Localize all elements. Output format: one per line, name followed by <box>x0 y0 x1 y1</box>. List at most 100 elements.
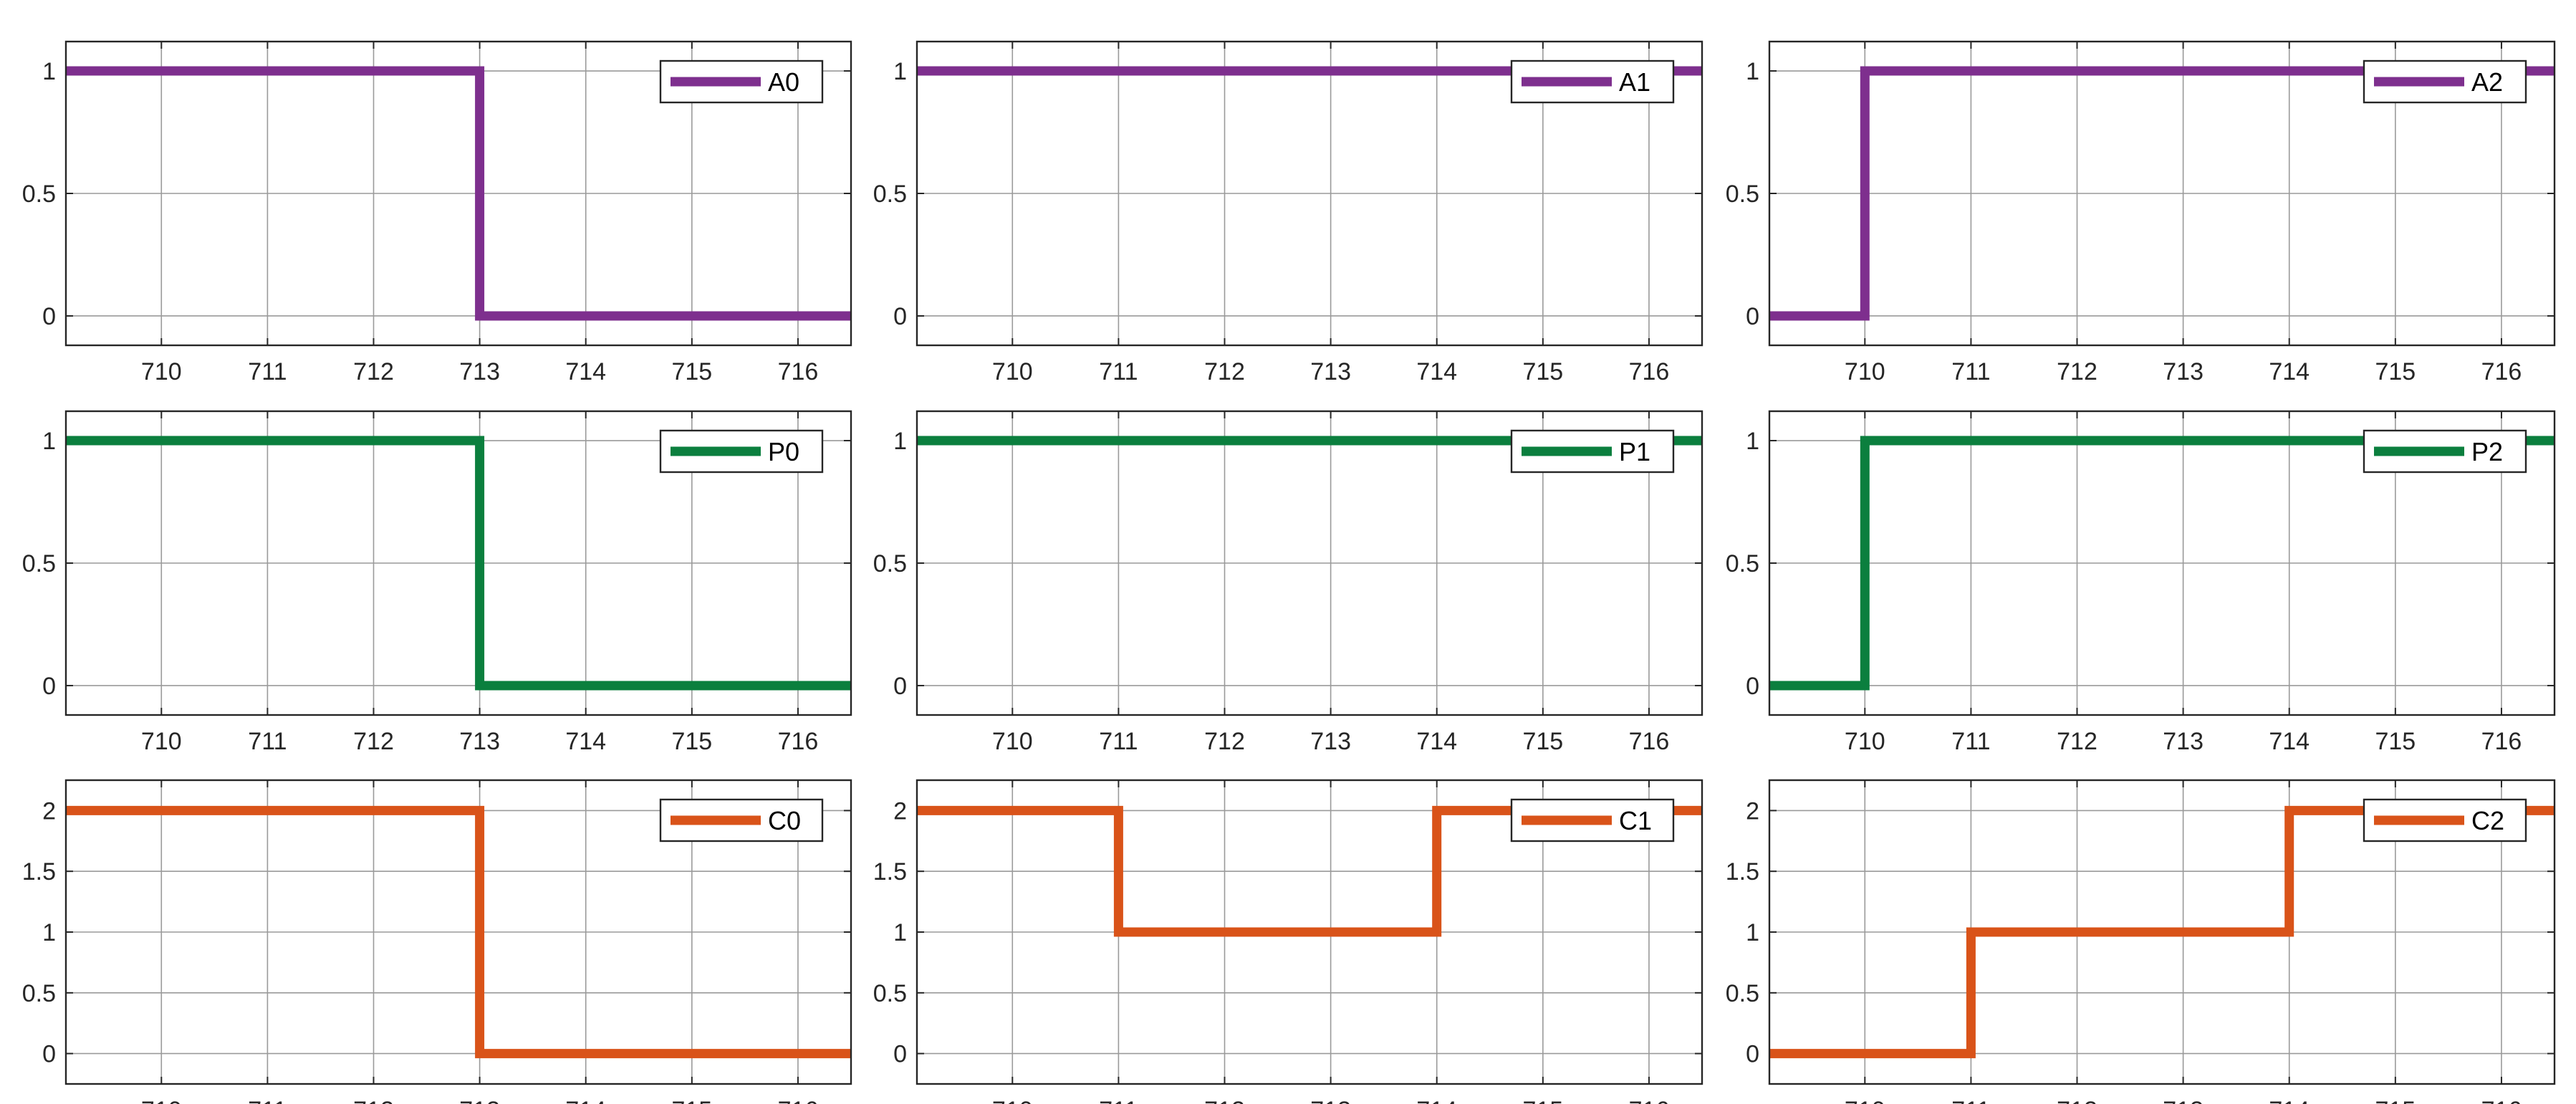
chart-panel-A0: 710 711 712 713 714 715 716 0 0.5 1 A0 <box>22 40 852 385</box>
y-tick-label: 1 <box>1746 428 1759 455</box>
x-tick-label: 712 <box>353 358 394 385</box>
x-tick-label: 714 <box>2269 1097 2310 1104</box>
x-tick-label: 714 <box>565 728 606 755</box>
legend-label: P2 <box>2471 437 2503 466</box>
x-tick-label: 711 <box>1951 358 1990 385</box>
chart-panel-P2: 710 711 712 713 714 715 716 0 0.5 1 P2 <box>1726 410 2556 755</box>
x-tick-label: 715 <box>671 728 712 755</box>
legend-label: C2 <box>2471 806 2504 835</box>
y-tick-label: 1 <box>42 58 56 85</box>
legend: A0 <box>659 59 824 104</box>
legend-label: P0 <box>768 437 799 466</box>
chart-panel-C1: 710 711 712 713 714 715 716 0 0.5 1 1.5 2 C1 <box>873 779 1703 1104</box>
chart-panel-P0: 710 711 712 713 714 715 716 0 0.5 1 P0 <box>22 410 852 755</box>
axes-frame <box>1768 40 2556 347</box>
series-line-A2 <box>1769 66 2555 321</box>
y-tick-label: 2 <box>42 797 56 825</box>
x-tick-label: 711 <box>1099 358 1138 385</box>
x-tick-label: 712 <box>1204 1097 1245 1104</box>
x-tick-label: 713 <box>2163 1097 2203 1104</box>
y-tick-label: 1.5 <box>1726 858 1759 885</box>
legend-label: C0 <box>768 806 801 835</box>
axes-frame <box>1768 410 2556 716</box>
y-tick-label: 1 <box>893 58 907 85</box>
chart-panel-C0: 710 711 712 713 714 715 716 0 0.5 1 1.5 2 C0 <box>22 779 852 1104</box>
axes-frame <box>915 410 1703 716</box>
x-tick-label: 715 <box>2375 728 2416 755</box>
x-tick-label: 715 <box>671 358 712 385</box>
y-tick-label: 0.5 <box>1726 550 1759 577</box>
y-tick-label: 0 <box>1746 673 1759 700</box>
y-tick-label: 1 <box>42 428 56 455</box>
legend-label: A2 <box>2471 67 2503 97</box>
axes-frame <box>64 410 852 716</box>
x-tick-label: 711 <box>248 1097 287 1104</box>
x-tick-label: 716 <box>1629 358 1670 385</box>
y-tick-label: 0 <box>1746 1041 1759 1068</box>
axes-frame <box>915 779 1703 1085</box>
y-tick-label: 2 <box>893 797 907 825</box>
legend: A1 <box>1510 59 1675 104</box>
x-tick-label: 714 <box>565 358 606 385</box>
x-tick-label: 716 <box>778 728 819 755</box>
y-tick-label: 2 <box>1746 797 1759 825</box>
y-tick-label: 0.5 <box>873 980 907 1007</box>
x-tick-label: 710 <box>992 1097 1033 1104</box>
y-tick-label: 0 <box>42 303 56 330</box>
x-tick-label: 716 <box>778 1097 819 1104</box>
series-line-P2 <box>1769 436 2555 691</box>
y-tick-label: 0 <box>42 1041 56 1068</box>
x-tick-label: 716 <box>1629 728 1670 755</box>
x-tick-label: 713 <box>1310 728 1351 755</box>
x-tick-label: 712 <box>2057 1097 2097 1104</box>
y-tick-label: 0 <box>893 673 907 700</box>
legend: C0 <box>659 798 824 843</box>
x-tick-label: 714 <box>1416 1097 1457 1104</box>
legend: C1 <box>1510 798 1675 843</box>
chart-panel-C2: 710 711 712 713 714 715 716 0 0.5 1 1.5 2 C2 <box>1726 779 2556 1104</box>
y-tick-label: 1.5 <box>22 858 56 885</box>
x-tick-label: 715 <box>1522 358 1563 385</box>
x-tick-label: 710 <box>1845 728 1885 755</box>
x-tick-label: 712 <box>1204 358 1245 385</box>
x-tick-label: 711 <box>248 358 287 385</box>
x-tick-label: 712 <box>2057 728 2097 755</box>
legend-label: A1 <box>1619 67 1650 97</box>
y-tick-label: 0 <box>42 673 56 700</box>
x-tick-label: 715 <box>2375 1097 2416 1104</box>
x-tick-label: 714 <box>1416 358 1457 385</box>
legend-label: C1 <box>1619 806 1652 835</box>
x-tick-label: 715 <box>1522 728 1563 755</box>
chart-panel-A1: 710 711 712 713 714 715 716 0 0.5 1 A1 <box>873 40 1703 385</box>
legend: P0 <box>659 429 824 474</box>
y-tick-label: 1 <box>893 919 907 946</box>
x-tick-label: 710 <box>992 358 1033 385</box>
y-tick-label: 0.5 <box>1726 980 1759 1007</box>
chart-panel-P1: 710 711 712 713 714 715 716 0 0.5 1 P1 <box>873 410 1703 755</box>
x-tick-label: 714 <box>2269 358 2310 385</box>
x-tick-label: 711 <box>1951 728 1990 755</box>
x-tick-label: 713 <box>1310 1097 1351 1104</box>
series-line-P0 <box>66 436 851 691</box>
x-tick-label: 715 <box>671 1097 712 1104</box>
legend: A2 <box>2363 59 2527 104</box>
x-tick-label: 710 <box>1845 358 1885 385</box>
x-tick-label: 710 <box>141 728 182 755</box>
y-tick-label: 0.5 <box>22 550 56 577</box>
y-tick-label: 0.5 <box>873 181 907 208</box>
x-tick-label: 712 <box>353 1097 394 1104</box>
axes-frame <box>1768 779 2556 1085</box>
x-tick-label: 714 <box>1416 728 1457 755</box>
x-tick-label: 710 <box>141 1097 182 1104</box>
x-tick-label: 711 <box>248 728 287 755</box>
y-tick-label: 1 <box>893 428 907 455</box>
axes-frame <box>915 40 1703 347</box>
x-tick-label: 713 <box>459 1097 500 1104</box>
legend: P2 <box>2363 429 2527 474</box>
legend: P1 <box>1510 429 1675 474</box>
y-tick-label: 0 <box>893 1041 907 1068</box>
y-tick-label: 1 <box>42 919 56 946</box>
x-tick-label: 713 <box>1310 358 1351 385</box>
legend: C2 <box>2363 798 2527 843</box>
x-tick-label: 715 <box>2375 358 2416 385</box>
